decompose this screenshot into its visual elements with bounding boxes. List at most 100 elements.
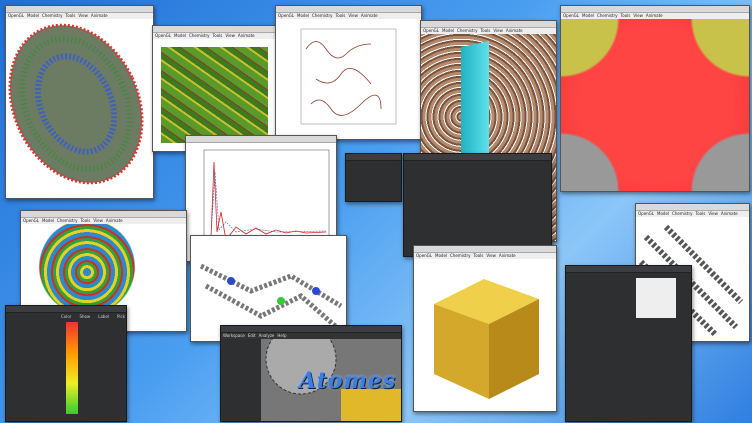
menu-item[interactable]: Chemistry (57, 218, 78, 223)
title-bar (346, 154, 401, 161)
table-header: Color Show Label Pick (61, 314, 125, 319)
header-cell: Show (79, 314, 91, 319)
menu-item[interactable]: OpenGL (155, 33, 172, 38)
title-bar (414, 246, 556, 253)
menu-item[interactable]: Animate (105, 218, 123, 223)
viewer-window: OpenGL Model Chemistry Tools View Animate (413, 245, 557, 412)
menu-item[interactable]: View (348, 13, 358, 18)
menu-bar: OpenGL Model Chemistry Tools View Animate (21, 218, 186, 224)
menu-item[interactable]: View (633, 13, 643, 18)
menu-item[interactable]: Animate (498, 253, 516, 258)
menu-bar: OpenGL Model Chemistry Tools View Animate (153, 33, 276, 39)
header-cell: Color (61, 314, 72, 319)
title-bar (276, 6, 421, 13)
title-bar (404, 154, 551, 161)
title-bar (566, 266, 691, 273)
menu-bar: OpenGL Model Chemistry Tools View Animate (561, 13, 749, 19)
viewer-window: OpenGL Model Chemistry Tools View Animate (152, 25, 277, 152)
viewer-window (190, 235, 347, 342)
menu-item[interactable]: Animate (90, 13, 108, 18)
header-cell: Label (98, 314, 110, 319)
title-bar (153, 26, 276, 33)
menu-item[interactable]: Tools (473, 253, 484, 258)
menu-item[interactable]: OpenGL (638, 211, 655, 216)
menu-item[interactable]: Animate (720, 211, 738, 216)
viewer-window: OpenGL Model Chemistry Tools View Animate (5, 5, 154, 199)
menu-bar: OpenGL Model Chemistry Tools View Animate (6, 13, 153, 19)
title-bar (636, 204, 749, 211)
menu-item[interactable]: Tools (480, 28, 491, 33)
menu-item[interactable]: Chemistry (450, 253, 471, 258)
title-bar (221, 326, 401, 333)
menu-item[interactable]: OpenGL (423, 28, 440, 33)
menu-item[interactable]: Tools (65, 13, 76, 18)
dialog (403, 153, 552, 257)
color-swatches (66, 322, 78, 414)
menu-item[interactable]: Model (435, 253, 448, 258)
menu-item[interactable]: Animate (505, 28, 523, 33)
menu-item[interactable]: Model (27, 13, 40, 18)
menu-item[interactable]: Model (582, 13, 595, 18)
viewer-window: OpenGL Model Chemistry Tools View Animate (560, 5, 750, 192)
render (261, 326, 401, 421)
menu-item[interactable]: Chemistry (42, 13, 63, 18)
menu-item[interactable]: View (225, 33, 235, 38)
menu-item[interactable]: View (78, 13, 88, 18)
render (191, 236, 346, 341)
render (276, 19, 421, 139)
builder-window (565, 265, 692, 422)
menu-item[interactable]: View (93, 218, 103, 223)
menu-bar: OpenGL Model Chemistry Tools View Animate (421, 28, 556, 34)
render (6, 19, 153, 198)
menu-item[interactable]: OpenGL (8, 13, 25, 18)
menu-item[interactable]: Chemistry (672, 211, 693, 216)
menu-item[interactable]: Model (174, 33, 187, 38)
menu-item[interactable]: Help (277, 333, 287, 338)
title-bar (561, 6, 749, 13)
logo: Atomes (299, 368, 397, 394)
menu-item[interactable]: Model (657, 211, 670, 216)
menu-item[interactable]: Chemistry (189, 33, 210, 38)
title-bar (421, 21, 556, 28)
menu-item[interactable]: Animate (237, 33, 255, 38)
menu-bar: OpenGL Model Chemistry Tools View Animate (636, 211, 749, 217)
menu-item[interactable]: Tools (620, 13, 631, 18)
color-table-window: Color Show Label Pick (5, 305, 127, 422)
header-cell: Pick (117, 314, 125, 319)
menu-item[interactable]: Analyze (258, 333, 275, 338)
menu-item[interactable]: Chemistry (597, 13, 618, 18)
menu-item[interactable]: Tools (80, 218, 91, 223)
menu-item[interactable]: Model (42, 218, 55, 223)
menu-item[interactable]: Edit (247, 333, 256, 338)
render (161, 47, 268, 143)
menu-item[interactable]: View (493, 28, 503, 33)
menu-item[interactable]: Workspace (223, 333, 245, 338)
menu-item[interactable]: Tools (212, 33, 223, 38)
menu-item[interactable]: Tools (335, 13, 346, 18)
menu-item[interactable]: Animate (360, 13, 378, 18)
title-bar (21, 211, 186, 218)
menu-item[interactable]: OpenGL (278, 13, 295, 18)
menu-item[interactable]: View (486, 253, 496, 258)
title-bar (6, 306, 126, 313)
render (414, 259, 556, 411)
menu-item[interactable]: Chemistry (457, 28, 478, 33)
menu-item[interactable]: Animate (645, 13, 663, 18)
workspace-window: Workspace Edit Analyze Help Atomes (220, 325, 402, 422)
title-bar (6, 6, 153, 13)
menu-item[interactable]: Model (442, 28, 455, 33)
menu-item[interactable]: Tools (695, 211, 706, 216)
menu-item[interactable]: OpenGL (563, 13, 580, 18)
render (561, 19, 749, 191)
menu-item[interactable]: View (708, 211, 718, 216)
dialog (345, 153, 402, 202)
menu-item[interactable]: OpenGL (416, 253, 433, 258)
title-bar (186, 136, 336, 143)
cell-preview (636, 278, 676, 318)
menu-item[interactable]: OpenGL (23, 218, 40, 223)
menu-bar: Workspace Edit Analyze Help (221, 333, 401, 339)
menu-item[interactable]: Chemistry (312, 13, 333, 18)
viewer-window: OpenGL Model Chemistry Tools View Animate (275, 5, 422, 140)
menu-item[interactable]: Model (297, 13, 310, 18)
